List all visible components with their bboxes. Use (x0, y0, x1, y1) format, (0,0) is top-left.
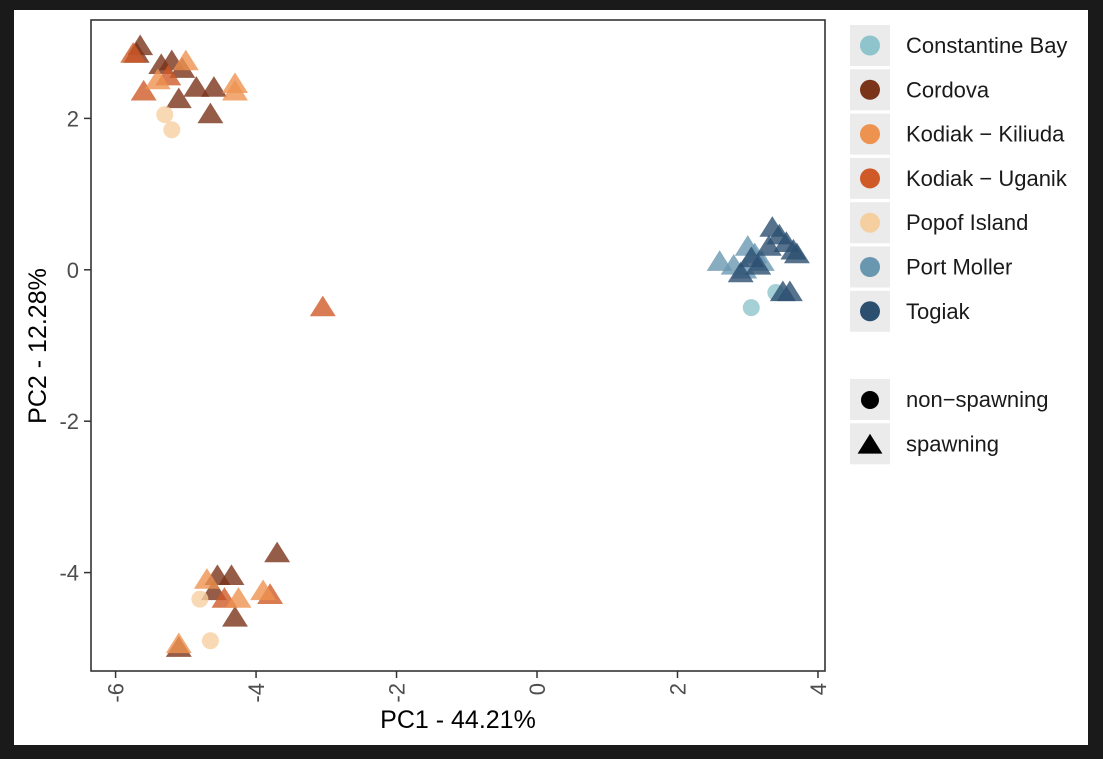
legend-swatch-port-moller (860, 257, 880, 277)
legend-label-non-spawning: non−spawning (906, 387, 1049, 412)
pca-scatter-plot: -6 -4 -2 0 2 4 2 0 -2 -4 PC1 - 44.21% PC2 - 12.28… (24, 19, 1068, 734)
point-constantine-bay-non-spawning (742, 299, 760, 317)
point-popof-island-non-spawning (201, 632, 219, 650)
legend-label-popof-island: Popof Island (906, 210, 1028, 235)
y-tick-label: -4 (59, 561, 79, 586)
legend-swatch-togiak (860, 301, 880, 322)
point-cordova-spawning (264, 541, 291, 563)
legend-swatch-popof-island (860, 212, 880, 233)
point-kodiak-kiliuda-spawning (144, 68, 171, 90)
x-axis-title: PC1 - 44.21% (380, 706, 536, 734)
point-cordova-spawning (197, 102, 224, 124)
point-kodiak-kiliuda-spawning (172, 49, 199, 71)
point-togiak-spawning (745, 254, 772, 275)
point-kodiak-kiliuda-spawning (165, 632, 192, 654)
points-layer (120, 34, 810, 657)
x-tick-label: 4 (806, 683, 831, 695)
ticks-layer: -6 -4 -2 0 2 4 2 0 -2 -4 (59, 106, 831, 702)
point-kodiak-uganik-spawning (309, 295, 336, 317)
panel-border (90, 19, 826, 672)
point-popof-island-non-spawning (156, 106, 174, 124)
point-togiak-spawning (783, 242, 810, 264)
legend-label-port-moller: Port Moller (906, 255, 1012, 280)
point-cordova-spawning (222, 606, 248, 627)
legend-shape-spawning (857, 433, 883, 454)
point-port-moller-spawning (706, 250, 733, 271)
legend-label-togiak: Togiak (906, 299, 971, 324)
legend-swatch-cordova (860, 79, 880, 100)
legend-label-kodiak-uganik: Kodiak − Uganik (906, 166, 1068, 191)
y-tick-label: 2 (67, 106, 79, 131)
point-cordova-spawning (200, 76, 227, 97)
x-tick-label: 2 (665, 683, 690, 695)
point-kodiak-kiliuda-spawning (225, 587, 252, 608)
y-tick-label: 0 (67, 258, 79, 283)
point-kodiak-uganik-spawning (130, 79, 157, 101)
legend-swatch-kodiak-uganik (860, 168, 880, 189)
y-axis-title: PC2 - 12.28% (24, 268, 52, 424)
point-togiak-spawning (727, 261, 754, 283)
legend: Constantine Bay Cordova Kodiak − Kiliuda Ko… (850, 25, 1068, 465)
point-cordova-spawning (165, 87, 192, 109)
point-kodiak-kiliuda-spawning (222, 79, 248, 101)
legend-label-kodiak-kiliuda: Kodiak − Kiliuda (906, 122, 1065, 147)
legend-label-constantine-bay: Constantine Bay (906, 33, 1067, 58)
legend-label-cordova: Cordova (906, 77, 990, 102)
x-tick-label: -2 (385, 683, 410, 703)
point-togiak-spawning (769, 280, 796, 302)
x-tick-label: -6 (104, 683, 129, 703)
x-tick-label: 0 (525, 683, 550, 695)
legend-swatch-constantine-bay (860, 35, 880, 56)
x-tick-label: -4 (244, 683, 269, 703)
legend-shape-non-spawning (861, 391, 879, 409)
point-popof-island-non-spawning (163, 121, 181, 139)
point-kodiak-kiliuda-spawning (193, 568, 220, 589)
legend-swatch-kodiak-kiliuda (860, 124, 880, 145)
y-tick-label: -2 (59, 409, 79, 434)
point-cordova-spawning (218, 564, 245, 586)
point-kodiak-kiliuda-spawning (250, 579, 277, 601)
point-popof-island-non-spawning (191, 590, 209, 608)
point-kodiak-uganik-spawning (120, 42, 147, 63)
figure-frame: -6 -4 -2 0 2 4 2 0 -2 -4 PC1 - 44.21% PC2 - 12.28… (14, 10, 1088, 745)
legend-label-spawning: spawning (906, 431, 999, 456)
point-cordova-spawning (183, 76, 210, 97)
